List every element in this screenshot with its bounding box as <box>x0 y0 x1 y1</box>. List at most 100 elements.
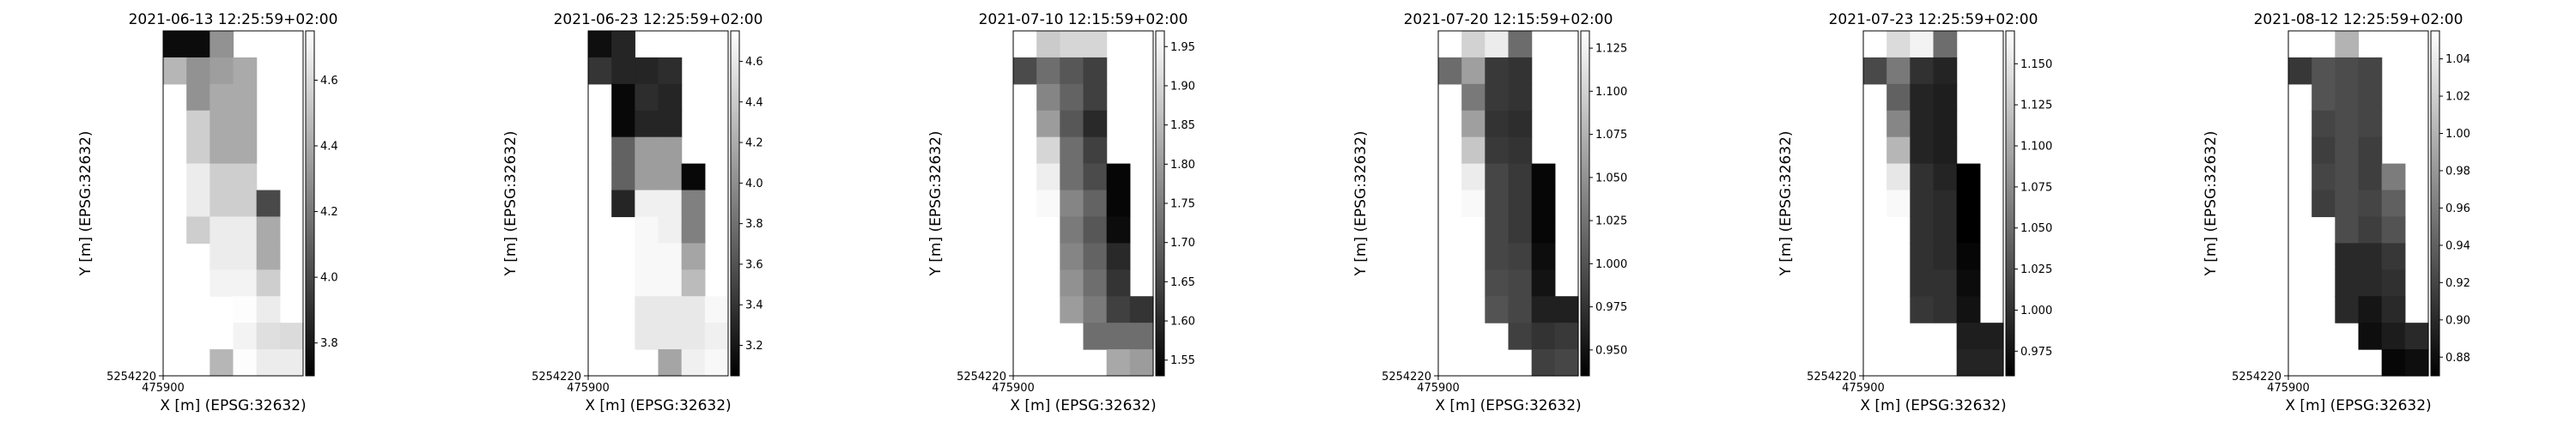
colorbar-tick-label: 4.4 <box>745 96 763 109</box>
colorbar-tick-label: 0.90 <box>2445 314 2470 327</box>
heatmap-cell <box>1461 190 1485 218</box>
heatmap-cell <box>1485 163 1510 191</box>
heatmap-cell <box>1886 163 1911 191</box>
heatmap-cell <box>1886 83 1911 112</box>
heatmap-cell <box>1508 163 1533 191</box>
colorbar-tick-label: 0.975 <box>1595 301 1627 314</box>
heatmap-cell <box>1485 57 1510 85</box>
colorbar-tick-label: 1.100 <box>2020 141 2052 154</box>
heatmap-cell <box>2335 269 2360 297</box>
heatmap-cell <box>1060 190 1084 218</box>
heatmap-cell <box>1083 31 1108 58</box>
heatmap-cell <box>256 243 281 270</box>
colorbar-tick-label: 0.98 <box>2445 165 2470 178</box>
heatmap-cell <box>233 216 258 244</box>
heatmap-cell <box>1531 216 1556 244</box>
heatmap-cell <box>2335 163 2360 191</box>
heatmap-cell <box>1485 110 1510 138</box>
heatmap-cell <box>1508 83 1533 112</box>
heatmap-cell <box>1531 269 1556 297</box>
x-axis-label: X [m] (EPSG:32632) <box>1010 397 1156 414</box>
heatmap-cell <box>2381 323 2406 350</box>
heatmap-cell <box>279 349 304 377</box>
heatmap-cell <box>1060 57 1084 85</box>
y-tick-label: 5254220 <box>532 371 581 384</box>
heatmap-cell <box>1485 296 1510 323</box>
colorbar-tick-label: 3.2 <box>745 340 763 353</box>
heatmap-cell <box>1083 323 1108 350</box>
y-axis-label: Y [m] (EPSG:32632) <box>1777 130 1795 276</box>
x-axis-label: X [m] (EPSG:32632) <box>1860 397 2006 414</box>
heatmap-cell <box>1461 163 1485 191</box>
heatmap-cell <box>2381 243 2406 270</box>
heatmap-cell <box>1060 163 1084 191</box>
heatmap-cell <box>2335 31 2360 58</box>
heatmap-cell <box>635 269 659 297</box>
heatmap-cell <box>1554 296 1579 323</box>
heatmap-cell <box>1956 323 1981 350</box>
heatmap-cell <box>210 349 234 377</box>
heatmap-cell <box>233 243 258 270</box>
heatmap-cell <box>1508 269 1533 297</box>
y-tick-label: 5254220 <box>957 371 1006 384</box>
heatmap-cell <box>635 83 659 112</box>
heatmap-cell <box>210 216 234 244</box>
heatmap-cell <box>1531 323 1556 350</box>
heatmap-cell <box>1933 163 1958 191</box>
colorbar-tick-label: 1.04 <box>2445 53 2470 66</box>
colorbar-tick-label: 1.000 <box>1595 258 1627 271</box>
y-axis-label: Y [m] (EPSG:32632) <box>1352 130 1370 276</box>
heatmap-cell <box>210 136 234 165</box>
heatmap-cell <box>163 57 187 85</box>
x-axis-label: X [m] (EPSG:32632) <box>585 397 731 414</box>
colorbar-tick-label: 0.96 <box>2445 202 2470 215</box>
heatmap-cell <box>1508 190 1533 218</box>
heatmap-cell <box>1129 349 1154 377</box>
colorbar-tick-label: 4.2 <box>320 206 338 219</box>
heatmap-cell <box>210 163 234 191</box>
heatmap-cell <box>635 57 659 85</box>
heatmap-cell <box>611 31 635 58</box>
heatmap-cell <box>1060 136 1084 165</box>
x-tick-label: 475900 <box>1842 382 1885 395</box>
heatmap-cell <box>1956 269 1981 297</box>
heatmap-cell <box>2335 243 2360 270</box>
colorbar-tick-label: 1.90 <box>1170 80 1195 93</box>
heatmap-cell <box>1106 269 1131 297</box>
heatmap-cell <box>1956 349 1981 377</box>
heatmap-cell <box>681 269 706 297</box>
heatmap-cell <box>1485 216 1510 244</box>
colorbar <box>1580 30 1590 377</box>
heatmap-cell <box>2312 110 2336 138</box>
heatmap-cell <box>2312 136 2336 165</box>
heatmap-cell <box>704 349 729 377</box>
heatmap-cell <box>611 83 635 112</box>
heatmap-cell <box>233 269 258 297</box>
heatmap-cell <box>2358 269 2383 297</box>
subplot-title: 2021-07-23 12:25:59+02:00 <box>1829 11 2038 28</box>
heatmap-cell <box>1979 349 2004 377</box>
heatmap-cell <box>1083 110 1108 138</box>
heatmap-cell <box>1910 190 1935 218</box>
y-tick-label: 5254220 <box>1382 371 1431 384</box>
heatmap-cell <box>1508 243 1533 270</box>
colorbar-tick-label: 1.60 <box>1170 316 1195 329</box>
y-tick-label: 5254220 <box>106 371 156 384</box>
heatmap-cell <box>233 296 258 323</box>
heatmap-cell <box>2358 296 2383 323</box>
x-axis-label: X [m] (EPSG:32632) <box>2285 397 2431 414</box>
y-axis-label: Y [m] (EPSG:32632) <box>927 130 945 276</box>
heatmap-cell <box>1933 190 1958 218</box>
heatmap-cell <box>1060 216 1084 244</box>
heatmap-cell <box>1060 269 1084 297</box>
colorbar-tick-label: 1.75 <box>1170 198 1195 211</box>
heatmap-cell <box>1083 296 1108 323</box>
heatmap-cell <box>256 349 281 377</box>
y-axis-label: Y [m] (EPSG:32632) <box>77 130 94 276</box>
heatmap-cell <box>1083 163 1108 191</box>
heatmap-cell <box>1508 110 1533 138</box>
heatmap-cell <box>1933 136 1958 165</box>
colorbar-tick-label: 1.050 <box>1595 172 1627 184</box>
heatmap-cell <box>1060 296 1084 323</box>
